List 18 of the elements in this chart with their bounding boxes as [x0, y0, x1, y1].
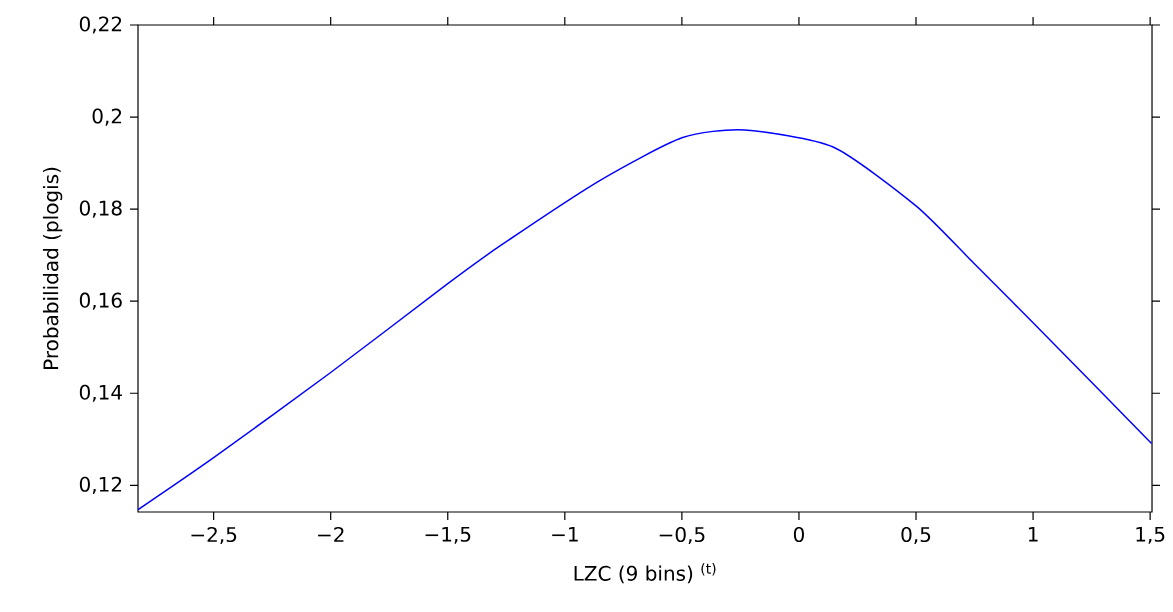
x-tick-label: −2 — [318, 526, 344, 542]
line-series — [138, 129, 1153, 511]
x-tick-label: 1 — [1028, 526, 1038, 542]
y-tick-label: 0,12 — [79, 476, 122, 494]
y-axis-title: Probabilidad (plogis) — [42, 167, 63, 369]
x-tick-label: 0,5 — [901, 526, 931, 545]
x-tick-label: −1,5 — [425, 526, 471, 544]
x-tick-label: −1 — [552, 526, 578, 542]
y-tick-label: 0,16 — [79, 292, 122, 310]
y-tick-label: 0,22 — [79, 16, 122, 34]
x-tick-label: 0 — [793, 526, 804, 543]
y-tick-label: 0,18 — [79, 200, 122, 218]
y-tick-label: 0,14 — [79, 384, 122, 402]
x-axis-title: LZC (9 bins) $^{(t)}$ — [574, 563, 716, 584]
x-tick-label: 1,5 — [1136, 526, 1165, 544]
x-tick-label: −0,5 — [659, 526, 705, 545]
y-tick-label: 0,2 — [92, 108, 122, 126]
x-tick-label: −2,5 — [191, 526, 237, 545]
